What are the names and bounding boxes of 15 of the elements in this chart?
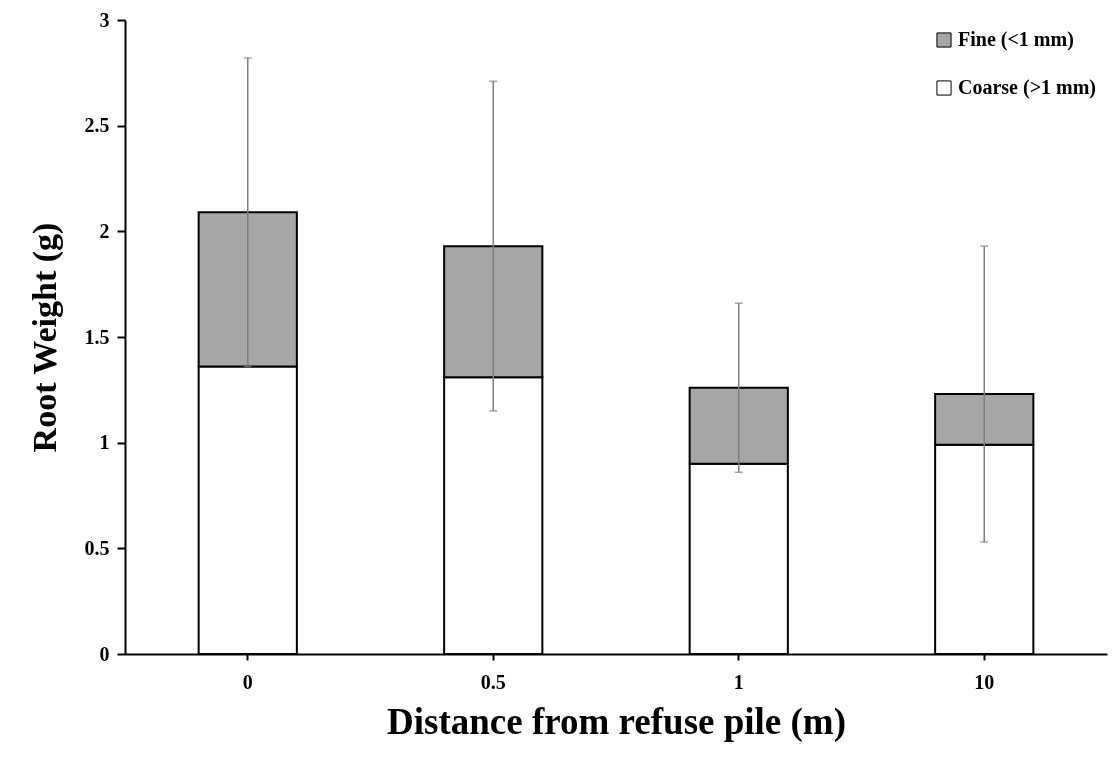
x-tick-label: 1 <box>733 670 744 693</box>
x-axis-title: Distance from refuse pile (m) <box>387 700 846 743</box>
x-tick-label: 0 <box>242 670 253 693</box>
y-tick-label: 2.5 <box>84 114 110 137</box>
y-tick-label: 1.5 <box>84 325 110 348</box>
x-tick-label: 0.5 <box>480 670 506 693</box>
y-tick-label: 2 <box>99 219 110 242</box>
y-tick-label: 0 <box>99 642 110 665</box>
legend-label: Fine (<1 mm) <box>958 28 1074 51</box>
x-tick-label: 10 <box>974 670 995 693</box>
y-tick-label: 3 <box>99 8 110 31</box>
legend-label: Coarse (>1 mm) <box>958 76 1097 99</box>
y-axis-title: Root Weight (g) <box>25 222 64 453</box>
y-tick-label: 1 <box>99 431 110 454</box>
y-tick-label: 0.5 <box>84 536 110 559</box>
